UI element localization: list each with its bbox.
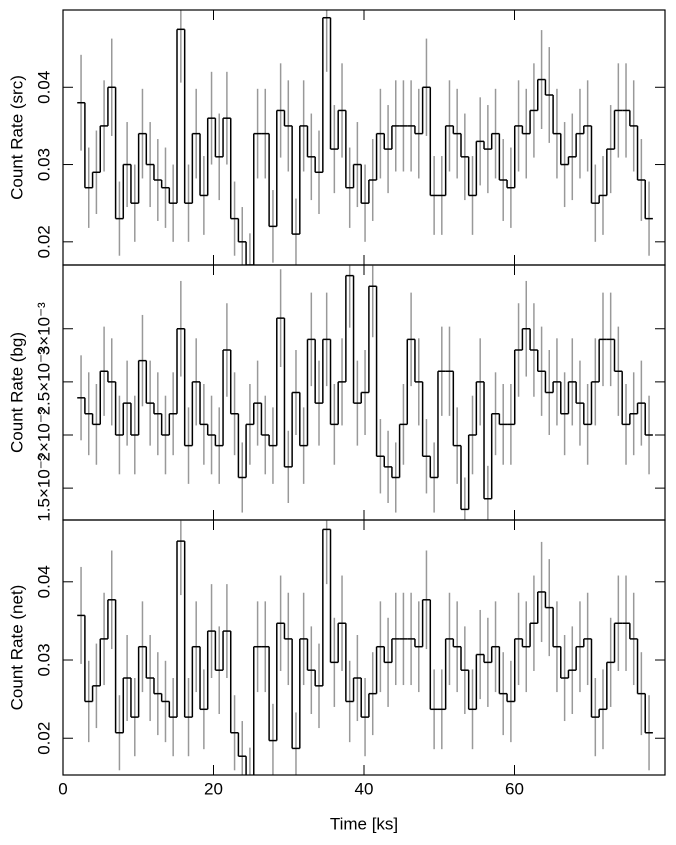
x-tick-label: 20	[204, 779, 223, 798]
y-tick-label: 1.5×10⁻³	[34, 454, 53, 521]
y-tick-label: 0.04	[34, 71, 53, 104]
y-tick-label: 2.5×10⁻³	[34, 348, 53, 415]
plot-area	[77, 265, 653, 520]
y-tick-label: 0.02	[34, 722, 53, 755]
x-tick-label: 40	[355, 779, 374, 798]
x-axis-label: Time [ks]	[330, 814, 398, 833]
y-tick-label: 3×10⁻³	[34, 302, 53, 355]
plot-frame	[62, 9, 666, 266]
y-axis-label: Count Rate (net)	[7, 585, 26, 711]
x-tick-label: 60	[505, 779, 524, 798]
plot-area	[77, 10, 653, 265]
y-axis-label: Count Rate (bg)	[7, 332, 26, 453]
y-tick-label: 0.03	[34, 148, 53, 181]
y-tick-label: 0.03	[34, 643, 53, 676]
y-tick-label: 0.02	[34, 225, 53, 258]
y-axis-label: Count Rate (src)	[7, 75, 26, 200]
plot-frame	[62, 519, 666, 776]
y-tick-label: 2×10⁻³	[34, 408, 53, 461]
plot-area	[77, 520, 653, 775]
y-tick-label: 0.04	[34, 565, 53, 598]
x-tick-label: 0	[58, 779, 67, 798]
